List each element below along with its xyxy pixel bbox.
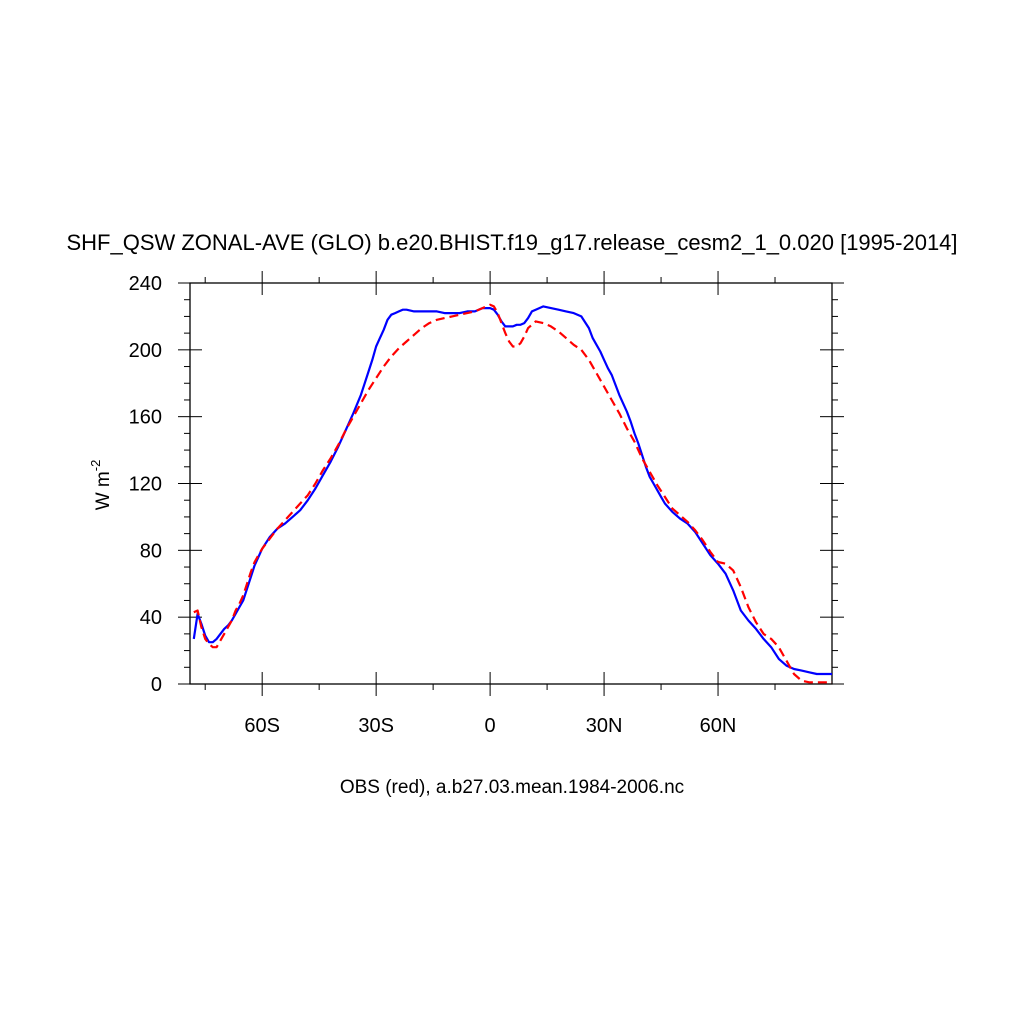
series-layer [192, 303, 832, 684]
y-tick-label: 0 [151, 674, 162, 696]
x-tick-label: 30S [358, 715, 394, 737]
y-tick-label: 80 [140, 540, 162, 562]
x-tick-label: 0 [485, 715, 496, 737]
y-axis-label-main: W m [93, 471, 114, 510]
y-tick-label: 200 [129, 340, 162, 362]
y-tick-label: 40 [140, 607, 162, 629]
y-axis: 0 40 80 120 160 200 240 [129, 273, 844, 696]
x-tick-label: 30N [586, 715, 623, 737]
chart-title: SHF_QSW ZONAL-AVE (GLO) b.e20.BHIST.f19_… [66, 230, 957, 255]
series-line-red [193, 303, 832, 684]
x-tick-label: 60N [700, 715, 737, 737]
y-tick-label: 120 [129, 474, 162, 496]
y-tick-label: 160 [129, 407, 162, 429]
y-axis-label: W m-2 [88, 460, 114, 511]
y-axis-label-superscript: -2 [88, 460, 103, 472]
y-tick-label: 240 [129, 273, 162, 295]
x-tick-label: 60S [244, 715, 280, 737]
chart-caption: OBS (red), a.b27.03.mean.1984-2006.nc [340, 777, 684, 798]
x-axis: 60S 30S 0 30N 60N [204, 271, 776, 737]
series-line-blue [192, 305, 832, 676]
